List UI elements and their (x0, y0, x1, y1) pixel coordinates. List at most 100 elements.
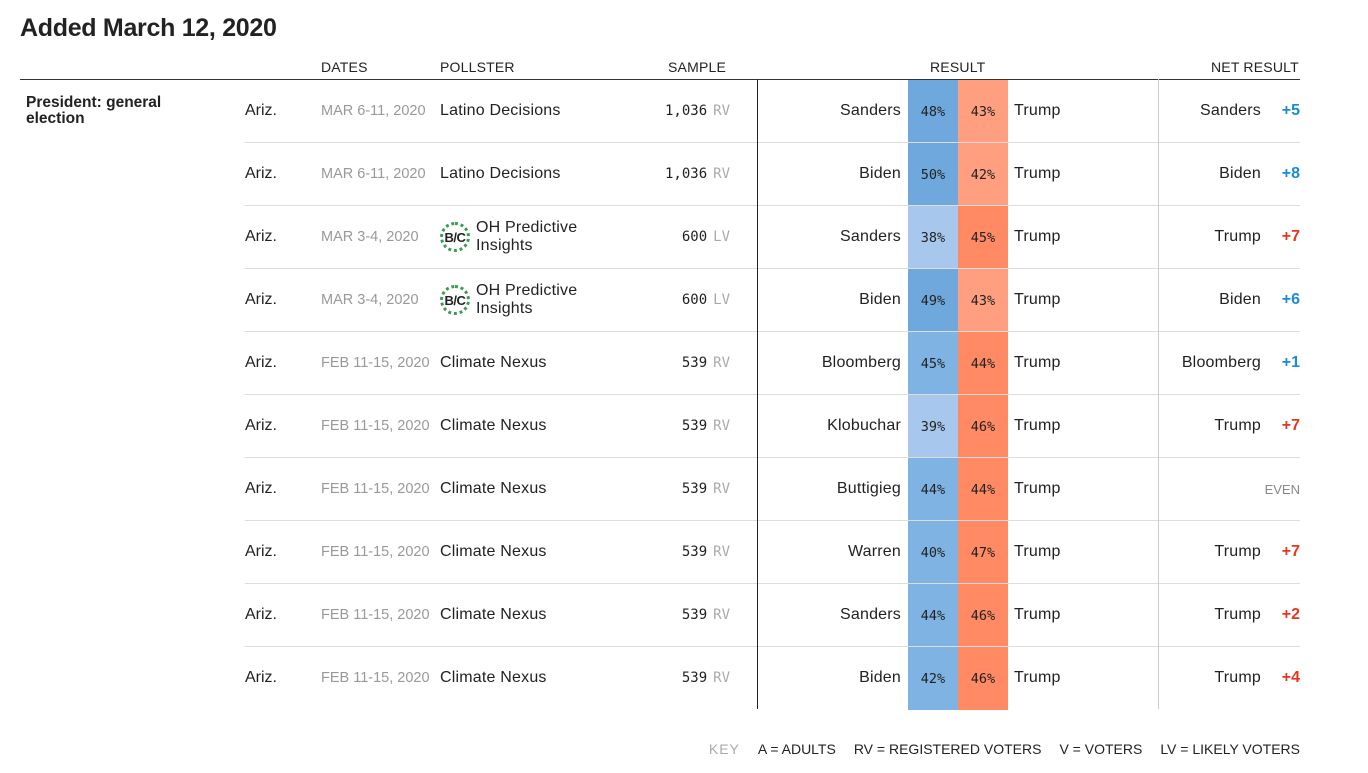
net-result-margin: +5 (1281, 102, 1300, 119)
population-type: RV (713, 607, 730, 623)
dates-cell: FEB 11-15, 2020 (321, 481, 430, 497)
table-row[interactable]: Ariz. MAR 6-11, 2020 Latino Decisions 1,036… (245, 143, 1300, 206)
table-row[interactable]: Ariz. MAR 3-4, 2020 B/C OH Predictive Insig… (245, 206, 1300, 269)
net-result-leader: Biden (1219, 165, 1261, 182)
pollster-cell[interactable]: Climate Nexus (440, 521, 547, 583)
net-result-leader: Bloomberg (1181, 354, 1261, 371)
dates-cell: FEB 11-15, 2020 (321, 355, 430, 371)
pollster-name[interactable]: Climate Nexus (440, 480, 547, 497)
sample-cell: 539 RV (625, 332, 730, 394)
candidate-2-percent: 43% (958, 269, 1008, 332)
candidate-1-name: Sanders (840, 102, 901, 119)
candidate-1-percent: 39% (908, 395, 958, 458)
net-result-leader: Trump (1214, 669, 1261, 686)
key-item-likely-voters: LV = LIKELY VOTERS (1160, 741, 1300, 757)
candidate-1-percent: 48% (908, 80, 958, 143)
sample-cell: 1,036 RV (625, 80, 730, 142)
net-result-margin: +6 (1281, 291, 1300, 308)
table-row[interactable]: Ariz. FEB 11-15, 2020 Climate Nexus 539 RV Sa… (245, 584, 1300, 647)
population-type: RV (713, 355, 730, 371)
sample-cell: 600 LV (625, 269, 730, 331)
candidate-2-percent: 46% (958, 647, 1008, 710)
candidate-2-percent: 45% (958, 206, 1008, 269)
pollster-cell[interactable]: Latino Decisions (440, 80, 561, 142)
state-cell: Ariz. (245, 165, 277, 182)
state-cell: Ariz. (245, 417, 277, 434)
net-result-even: EVEN (1264, 481, 1300, 497)
pollster-cell[interactable]: Climate Nexus (440, 395, 547, 457)
dates-cell: MAR 3-4, 2020 (321, 292, 419, 308)
dates-cell: FEB 11-15, 2020 (321, 418, 430, 434)
candidate-2-name: Trump (1014, 102, 1061, 119)
pollster-name[interactable]: Latino Decisions (440, 165, 561, 182)
net-result-margin: +7 (1281, 543, 1300, 560)
result-divider (757, 79, 758, 709)
net-result-leader: Trump (1214, 228, 1261, 245)
net-result-margin: +1 (1281, 354, 1300, 371)
candidate-2-name: Trump (1014, 354, 1061, 371)
state-cell: Ariz. (245, 291, 277, 308)
pollster-name[interactable]: Climate Nexus (440, 606, 547, 623)
pollster-cell[interactable]: Climate Nexus (440, 458, 547, 520)
candidate-1-name: Sanders (840, 606, 901, 623)
candidate-2-percent: 43% (958, 80, 1008, 143)
pollster-cell[interactable]: B/C OH Predictive Insights (440, 206, 606, 268)
pollster-name[interactable]: Climate Nexus (440, 354, 547, 371)
table-row[interactable]: Ariz. FEB 11-15, 2020 Climate Nexus 539 RV Bu… (245, 458, 1300, 521)
pollster-cell[interactable]: B/C OH Predictive Insights (440, 269, 606, 331)
table-row[interactable]: Ariz. FEB 11-15, 2020 Climate Nexus 539 RV Wa… (245, 521, 1300, 584)
candidate-2-name: Trump (1014, 480, 1061, 497)
pollster-cell[interactable]: Climate Nexus (440, 332, 547, 394)
candidate-2-percent: 47% (958, 521, 1008, 584)
sample-size: 1,036 (664, 103, 708, 119)
sample-cell: 539 RV (625, 584, 730, 646)
key-item-adults: A = ADULTS (757, 741, 836, 757)
candidate-1-percent: 42% (908, 647, 958, 710)
pollster-name[interactable]: Climate Nexus (440, 669, 547, 686)
header-sample[interactable]: SAMPLE (668, 59, 726, 75)
population-type: RV (713, 481, 730, 497)
candidate-2-percent: 44% (958, 458, 1008, 521)
table-row[interactable]: Ariz. FEB 11-15, 2020 Climate Nexus 539 RV Kl… (245, 395, 1300, 458)
population-type: RV (713, 544, 730, 560)
candidate-1-percent: 50% (908, 143, 958, 206)
sample-size: 539 (681, 418, 708, 434)
table-row[interactable]: Ariz. FEB 11-15, 2020 Climate Nexus 539 RV Bi… (245, 647, 1300, 710)
net-result-leader: Sanders (1200, 102, 1261, 119)
pollster-name[interactable]: Latino Decisions (440, 102, 561, 119)
pollster-name[interactable]: OH Predictive Insights (476, 282, 578, 317)
candidate-1-name: Buttigieg (836, 480, 901, 497)
sample-cell: 600 LV (625, 206, 730, 268)
candidate-2-percent: 46% (958, 584, 1008, 647)
pollster-cell[interactable]: Climate Nexus (440, 584, 547, 646)
table-row[interactable]: Ariz. MAR 6-11, 2020 Latino Decisions 1,036… (245, 80, 1300, 143)
pollster-name[interactable]: OH Predictive Insights (476, 219, 578, 254)
candidate-1-percent: 45% (908, 332, 958, 395)
state-cell: Ariz. (245, 228, 277, 245)
header-pollster[interactable]: POLLSTER (440, 59, 515, 75)
state-cell: Ariz. (245, 543, 277, 560)
state-cell: Ariz. (245, 480, 277, 497)
dates-cell: FEB 11-15, 2020 (321, 544, 430, 560)
sample-size: 1,036 (664, 166, 708, 182)
dates-cell: FEB 11-15, 2020 (321, 607, 430, 623)
pollster-name[interactable]: Climate Nexus (440, 417, 547, 434)
pollster-name[interactable]: Climate Nexus (440, 543, 547, 560)
net-result-leader: Trump (1214, 417, 1261, 434)
population-type: LV (713, 229, 730, 245)
pollster-grade-badge: B/C (440, 222, 470, 252)
pollster-cell[interactable]: Latino Decisions (440, 143, 561, 205)
state-cell: Ariz. (245, 354, 277, 371)
candidate-2-name: Trump (1014, 417, 1061, 434)
table-row[interactable]: Ariz. FEB 11-15, 2020 Climate Nexus 539 RV Bl… (245, 332, 1300, 395)
header-net-result[interactable]: NET RESULT (1211, 59, 1299, 75)
state-cell: Ariz. (245, 606, 277, 623)
key-item-voters: V = VOTERS (1059, 741, 1143, 757)
header-dates[interactable]: DATES (321, 59, 368, 75)
pollster-cell[interactable]: Climate Nexus (440, 647, 547, 709)
sample-size: 539 (681, 481, 708, 497)
table-row[interactable]: Ariz. MAR 3-4, 2020 B/C OH Predictive Insig… (245, 269, 1300, 332)
net-result-leader: Trump (1214, 543, 1261, 560)
candidate-2-name: Trump (1014, 228, 1061, 245)
candidate-2-percent: 44% (958, 332, 1008, 395)
